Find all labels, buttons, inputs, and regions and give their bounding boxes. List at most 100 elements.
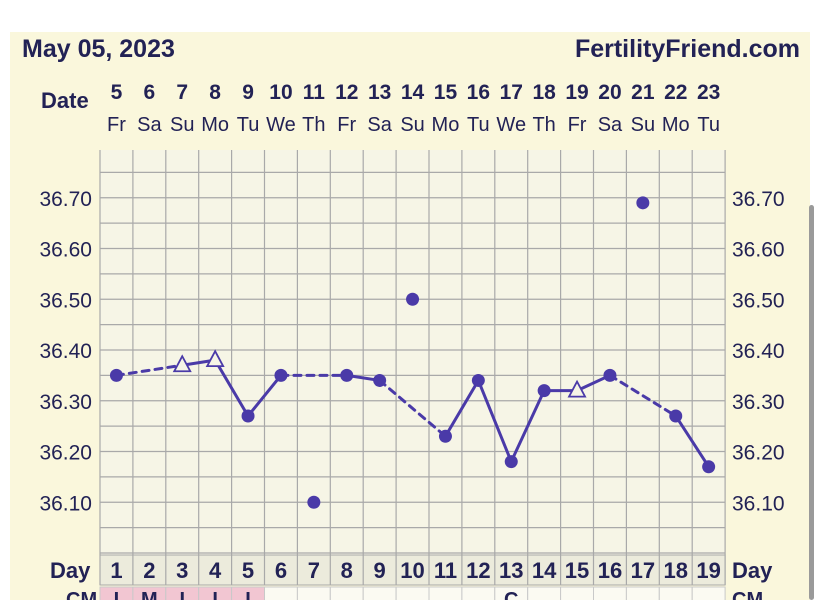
date-label: 20 [598, 81, 621, 104]
date-label: 8 [209, 81, 221, 104]
day-row-label-left: Day [50, 558, 91, 583]
date-label: 13 [368, 81, 391, 104]
series-line-segment [246, 373, 283, 418]
y-tick-label-left: 36.10 [39, 492, 92, 515]
cm-cell [527, 586, 562, 600]
cm-mark: C [504, 589, 518, 600]
cycle-day-label: 5 [242, 558, 254, 583]
temperature-point [537, 384, 551, 398]
temperature-point [471, 373, 485, 387]
cycle-day-label: 7 [308, 558, 320, 583]
date-label: 14 [401, 81, 425, 104]
scrollbar[interactable] [809, 205, 814, 600]
temperature-point [274, 368, 288, 382]
y-tick-label-left: 36.50 [39, 289, 92, 312]
temperature-point [504, 455, 518, 469]
date-label: 5 [111, 81, 123, 104]
cycle-day-label: 12 [466, 558, 490, 583]
weekday-label: Tu [697, 114, 720, 136]
y-axis-left: 36.10 36.20 36.30 36.40 36.50 36.60 36.70 [39, 188, 92, 516]
temperature-point [702, 460, 716, 474]
temperature-point-triangle [205, 349, 225, 368]
temperature-point [636, 196, 650, 210]
weekday-labels: Fr Sa Su Mo Tu We Th Fr Sa Su Mo Tu We Th Fr Sa Su Mo Tu [107, 114, 720, 136]
cm-mark: I [245, 589, 251, 600]
y-tick-label-right: 36.60 [732, 239, 785, 262]
weekday-label: Su [631, 114, 655, 136]
cm-mark: I [179, 589, 185, 600]
temperature-point [603, 368, 617, 382]
weekday-label: Sa [137, 114, 162, 136]
date-label: 16 [467, 81, 490, 104]
y-tick-label-right: 36.50 [732, 289, 785, 312]
weekday-label: Th [532, 114, 555, 136]
cm-cell [362, 586, 397, 600]
temperature-point [438, 429, 452, 443]
cycle-day-label: 17 [631, 558, 655, 583]
weekday-label: Mo [201, 114, 229, 136]
y-tick-label-left: 36.20 [39, 442, 92, 465]
temperature-point [669, 409, 683, 423]
weekday-label: Fr [568, 114, 587, 136]
y-tick-label-left: 36.30 [39, 391, 92, 414]
cm-row-label-left: CM [66, 589, 97, 600]
weekday-label: Mo [432, 114, 460, 136]
cm-cell [593, 586, 627, 600]
cm-cell [625, 586, 660, 600]
y-tick-label-right: 36.20 [732, 442, 785, 465]
cycle-day-label: 9 [374, 558, 386, 583]
y-tick-label-right: 36.70 [732, 188, 785, 211]
cycle-day-label: 6 [275, 558, 287, 583]
series-line-segment [213, 358, 250, 418]
date-label: 22 [664, 81, 687, 104]
weekday-label: Tu [237, 114, 260, 136]
date-label: 17 [500, 81, 523, 104]
cycle-day-label: 10 [400, 558, 424, 583]
y-tick-label-left: 36.40 [39, 340, 92, 363]
temperature-point-triangle [567, 379, 587, 398]
cycle-day-label: 3 [176, 558, 188, 583]
weekday-label: Sa [598, 114, 623, 136]
date-label: 19 [565, 81, 588, 104]
series-line-segment [378, 378, 447, 438]
series-line-segment [476, 378, 513, 464]
series-line-segment [674, 414, 711, 469]
cycle-day-label: 16 [598, 558, 622, 583]
cm-row-label-right: CM [732, 589, 763, 600]
cycle-day-label: 4 [209, 558, 222, 583]
temperature-point [307, 495, 321, 509]
weekday-label: Fr [337, 114, 356, 136]
cm-cell [658, 586, 693, 600]
plot-area [100, 150, 725, 555]
grid-lines [99, 150, 726, 555]
cm-cell [428, 586, 463, 600]
y-tick-label-left: 36.60 [39, 239, 92, 262]
cm-cell [264, 586, 298, 600]
date-label: 23 [697, 81, 720, 104]
weekday-label: We [266, 114, 296, 136]
cycle-day-label: 18 [664, 558, 688, 583]
date-label: 21 [631, 81, 655, 104]
cycle-day-label: 19 [696, 558, 720, 583]
weekday-label: Su [400, 114, 424, 136]
cycle-day-label: 14 [532, 558, 557, 583]
temperature-point [406, 292, 420, 306]
series-line-segment [114, 363, 184, 377]
date-row-label: Date [41, 88, 89, 113]
weekday-label: We [496, 114, 526, 136]
chart-date-title: May 05, 2023 [22, 35, 175, 63]
weekday-label: Tu [467, 114, 490, 136]
weekday-label: Fr [107, 114, 126, 136]
date-label: 18 [532, 81, 556, 104]
temperature-point-triangle [172, 354, 192, 373]
date-label: 15 [434, 81, 458, 104]
cm-mark: I [114, 589, 120, 600]
cm-cell [461, 586, 496, 600]
cm-cell [296, 586, 331, 600]
series-line-segment [509, 389, 546, 464]
cm-cell [560, 586, 594, 600]
y-tick-label-right: 36.40 [732, 340, 785, 363]
cycle-day-label: 1 [110, 558, 122, 583]
cm-row: I M I I I C CM CM [66, 586, 763, 600]
